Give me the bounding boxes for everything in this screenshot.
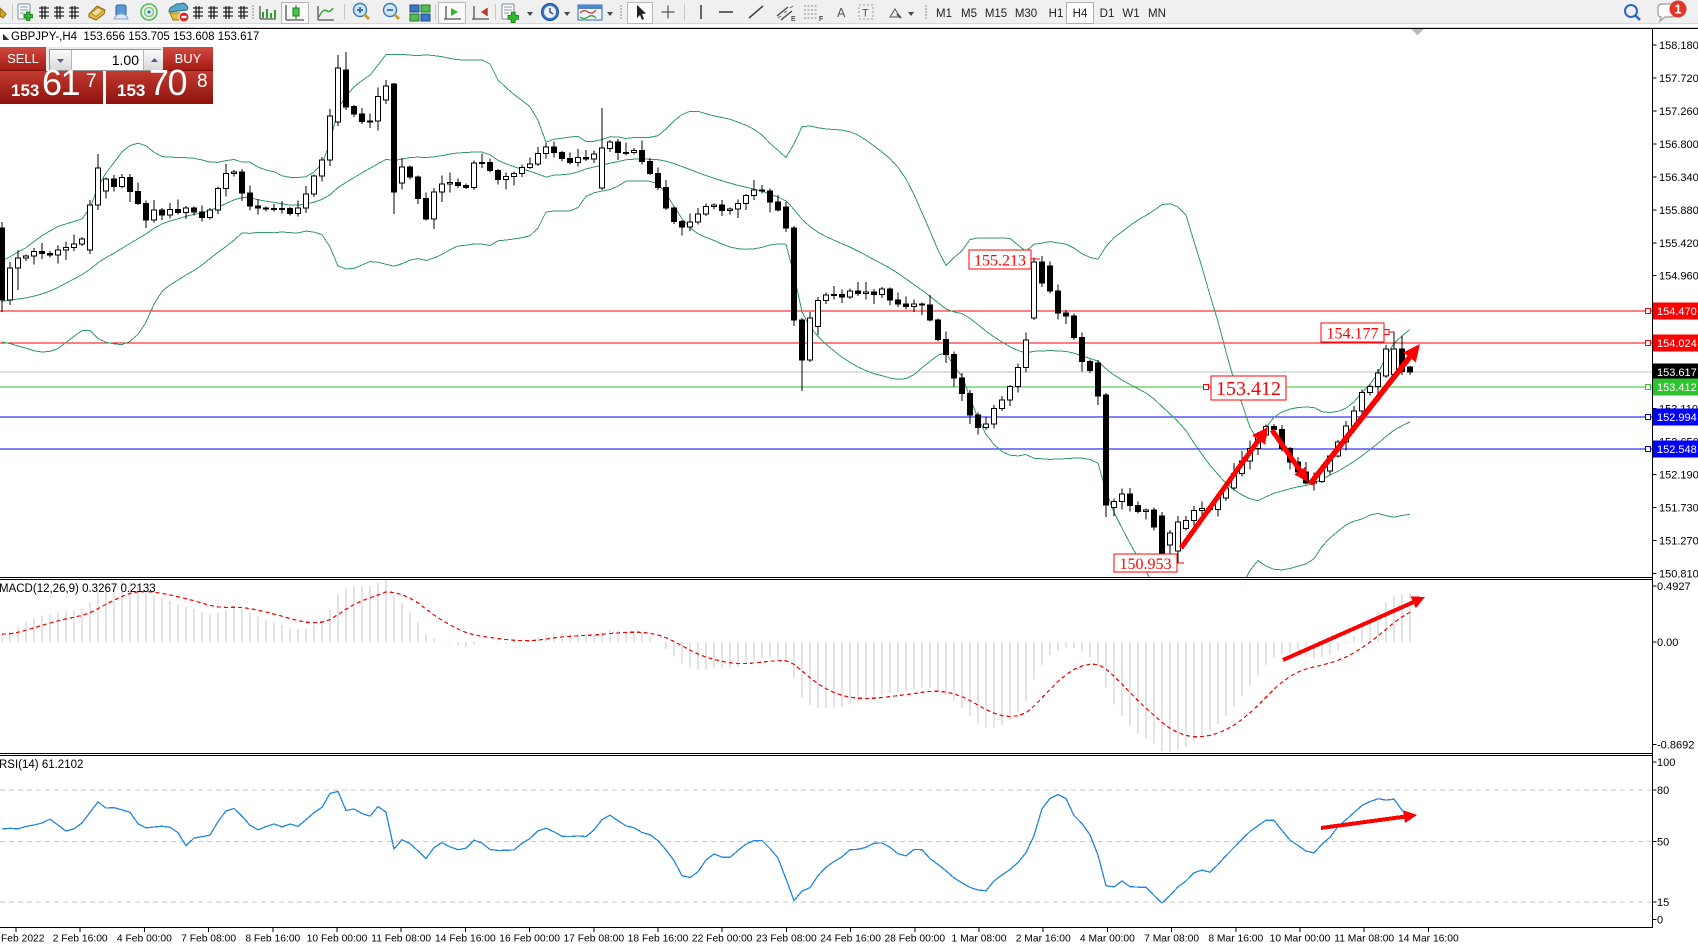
svg-text:158.180: 158.180 xyxy=(1659,40,1698,52)
svg-text:M1: M1 xyxy=(936,8,952,20)
svg-text:M15: M15 xyxy=(985,8,1007,20)
svg-text:D1: D1 xyxy=(1100,8,1115,20)
svg-text:T: T xyxy=(862,8,869,20)
svg-text:50: 50 xyxy=(1657,837,1669,849)
svg-text:156.340: 156.340 xyxy=(1659,172,1698,184)
svg-text:0.00: 0.00 xyxy=(1657,637,1678,649)
svg-text:1: 1 xyxy=(1674,2,1681,17)
svg-text:155.420: 155.420 xyxy=(1659,238,1698,250)
svg-text:Feb 2022: Feb 2022 xyxy=(1,934,45,945)
svg-text:155.213: 155.213 xyxy=(974,252,1026,269)
svg-text:8 Mar 16:00: 8 Mar 16:00 xyxy=(1208,934,1263,945)
svg-text:28 Feb 00:00: 28 Feb 00:00 xyxy=(884,934,945,945)
svg-text:11 Feb 08:00: 11 Feb 08:00 xyxy=(371,934,431,945)
svg-text:151.270: 151.270 xyxy=(1659,535,1698,547)
svg-text:154.024: 154.024 xyxy=(1657,338,1697,350)
svg-text:14 Feb 16:00: 14 Feb 16:00 xyxy=(435,934,496,945)
svg-text:10 Feb 00:00: 10 Feb 00:00 xyxy=(307,934,368,945)
svg-text:F: F xyxy=(819,16,823,23)
svg-text:152.994: 152.994 xyxy=(1657,412,1697,424)
svg-text:11 Mar 08:00: 11 Mar 08:00 xyxy=(1334,934,1394,945)
svg-text:0: 0 xyxy=(1657,915,1663,927)
svg-text:2 Feb 16:00: 2 Feb 16:00 xyxy=(53,934,108,945)
svg-text:E: E xyxy=(791,16,796,23)
svg-text:MN: MN xyxy=(1148,8,1166,20)
svg-text:14 Mar 16:00: 14 Mar 16:00 xyxy=(1398,934,1459,945)
svg-text:157.260: 157.260 xyxy=(1659,106,1698,118)
svg-text:MACD(12,26,9) 0.3267 0.2133: MACD(12,26,9) 0.3267 0.2133 xyxy=(0,583,156,595)
svg-text:18 Feb 16:00: 18 Feb 16:00 xyxy=(628,934,689,945)
svg-text:8 Feb 16:00: 8 Feb 16:00 xyxy=(245,934,300,945)
svg-text:M5: M5 xyxy=(961,8,977,20)
svg-text:RSI(14) 61.2102: RSI(14) 61.2102 xyxy=(0,759,83,771)
svg-text:152.548: 152.548 xyxy=(1657,444,1697,456)
svg-text:15: 15 xyxy=(1657,897,1669,909)
svg-text:156.800: 156.800 xyxy=(1659,139,1698,151)
svg-text:80: 80 xyxy=(1657,785,1669,797)
svg-text:23 Feb 08:00: 23 Feb 08:00 xyxy=(756,934,817,945)
svg-text:153.412: 153.412 xyxy=(1657,382,1697,394)
svg-text:157.720: 157.720 xyxy=(1659,73,1698,85)
svg-text:154.960: 154.960 xyxy=(1659,271,1698,283)
svg-text:100: 100 xyxy=(1657,757,1675,769)
svg-text:GBPJPY-,H4 153.656 153.705 15: GBPJPY-,H4 153.656 153.705 153.608 153.6… xyxy=(11,31,259,43)
svg-text:155.880: 155.880 xyxy=(1659,205,1698,217)
svg-text:4 Mar 00:00: 4 Mar 00:00 xyxy=(1080,934,1135,945)
svg-text:154.470: 154.470 xyxy=(1657,306,1697,318)
svg-text:A: A xyxy=(837,6,846,20)
svg-text:1 Mar 08:00: 1 Mar 08:00 xyxy=(952,934,1007,945)
svg-text:153.617: 153.617 xyxy=(1657,367,1697,379)
svg-text:153.412: 153.412 xyxy=(1216,378,1281,400)
svg-text:24 Feb 16:00: 24 Feb 16:00 xyxy=(820,934,881,945)
svg-text:4 Feb 00:00: 4 Feb 00:00 xyxy=(117,934,172,945)
svg-text:17 Feb 08:00: 17 Feb 08:00 xyxy=(563,934,624,945)
svg-text:M30: M30 xyxy=(1015,8,1037,20)
svg-text:H4: H4 xyxy=(1073,8,1088,20)
svg-text:22 Feb 00:00: 22 Feb 00:00 xyxy=(692,934,753,945)
svg-text:10 Mar 00:00: 10 Mar 00:00 xyxy=(1270,934,1331,945)
svg-text:-0.8692: -0.8692 xyxy=(1657,740,1694,752)
svg-text:151.730: 151.730 xyxy=(1659,502,1698,514)
svg-text:154.177: 154.177 xyxy=(1327,325,1379,342)
svg-text:7 Mar 08:00: 7 Mar 08:00 xyxy=(1144,934,1199,945)
svg-text:152.190: 152.190 xyxy=(1659,469,1698,481)
svg-text:150.810: 150.810 xyxy=(1659,568,1698,580)
svg-text:W1: W1 xyxy=(1122,8,1139,20)
svg-text:7 Feb 08:00: 7 Feb 08:00 xyxy=(181,934,236,945)
svg-text:H1: H1 xyxy=(1049,8,1064,20)
svg-text:2 Mar 16:00: 2 Mar 16:00 xyxy=(1016,934,1071,945)
svg-text:150.953: 150.953 xyxy=(1120,556,1172,573)
svg-text:16 Feb 00:00: 16 Feb 00:00 xyxy=(499,934,560,945)
svg-text:0.4927: 0.4927 xyxy=(1657,581,1691,593)
